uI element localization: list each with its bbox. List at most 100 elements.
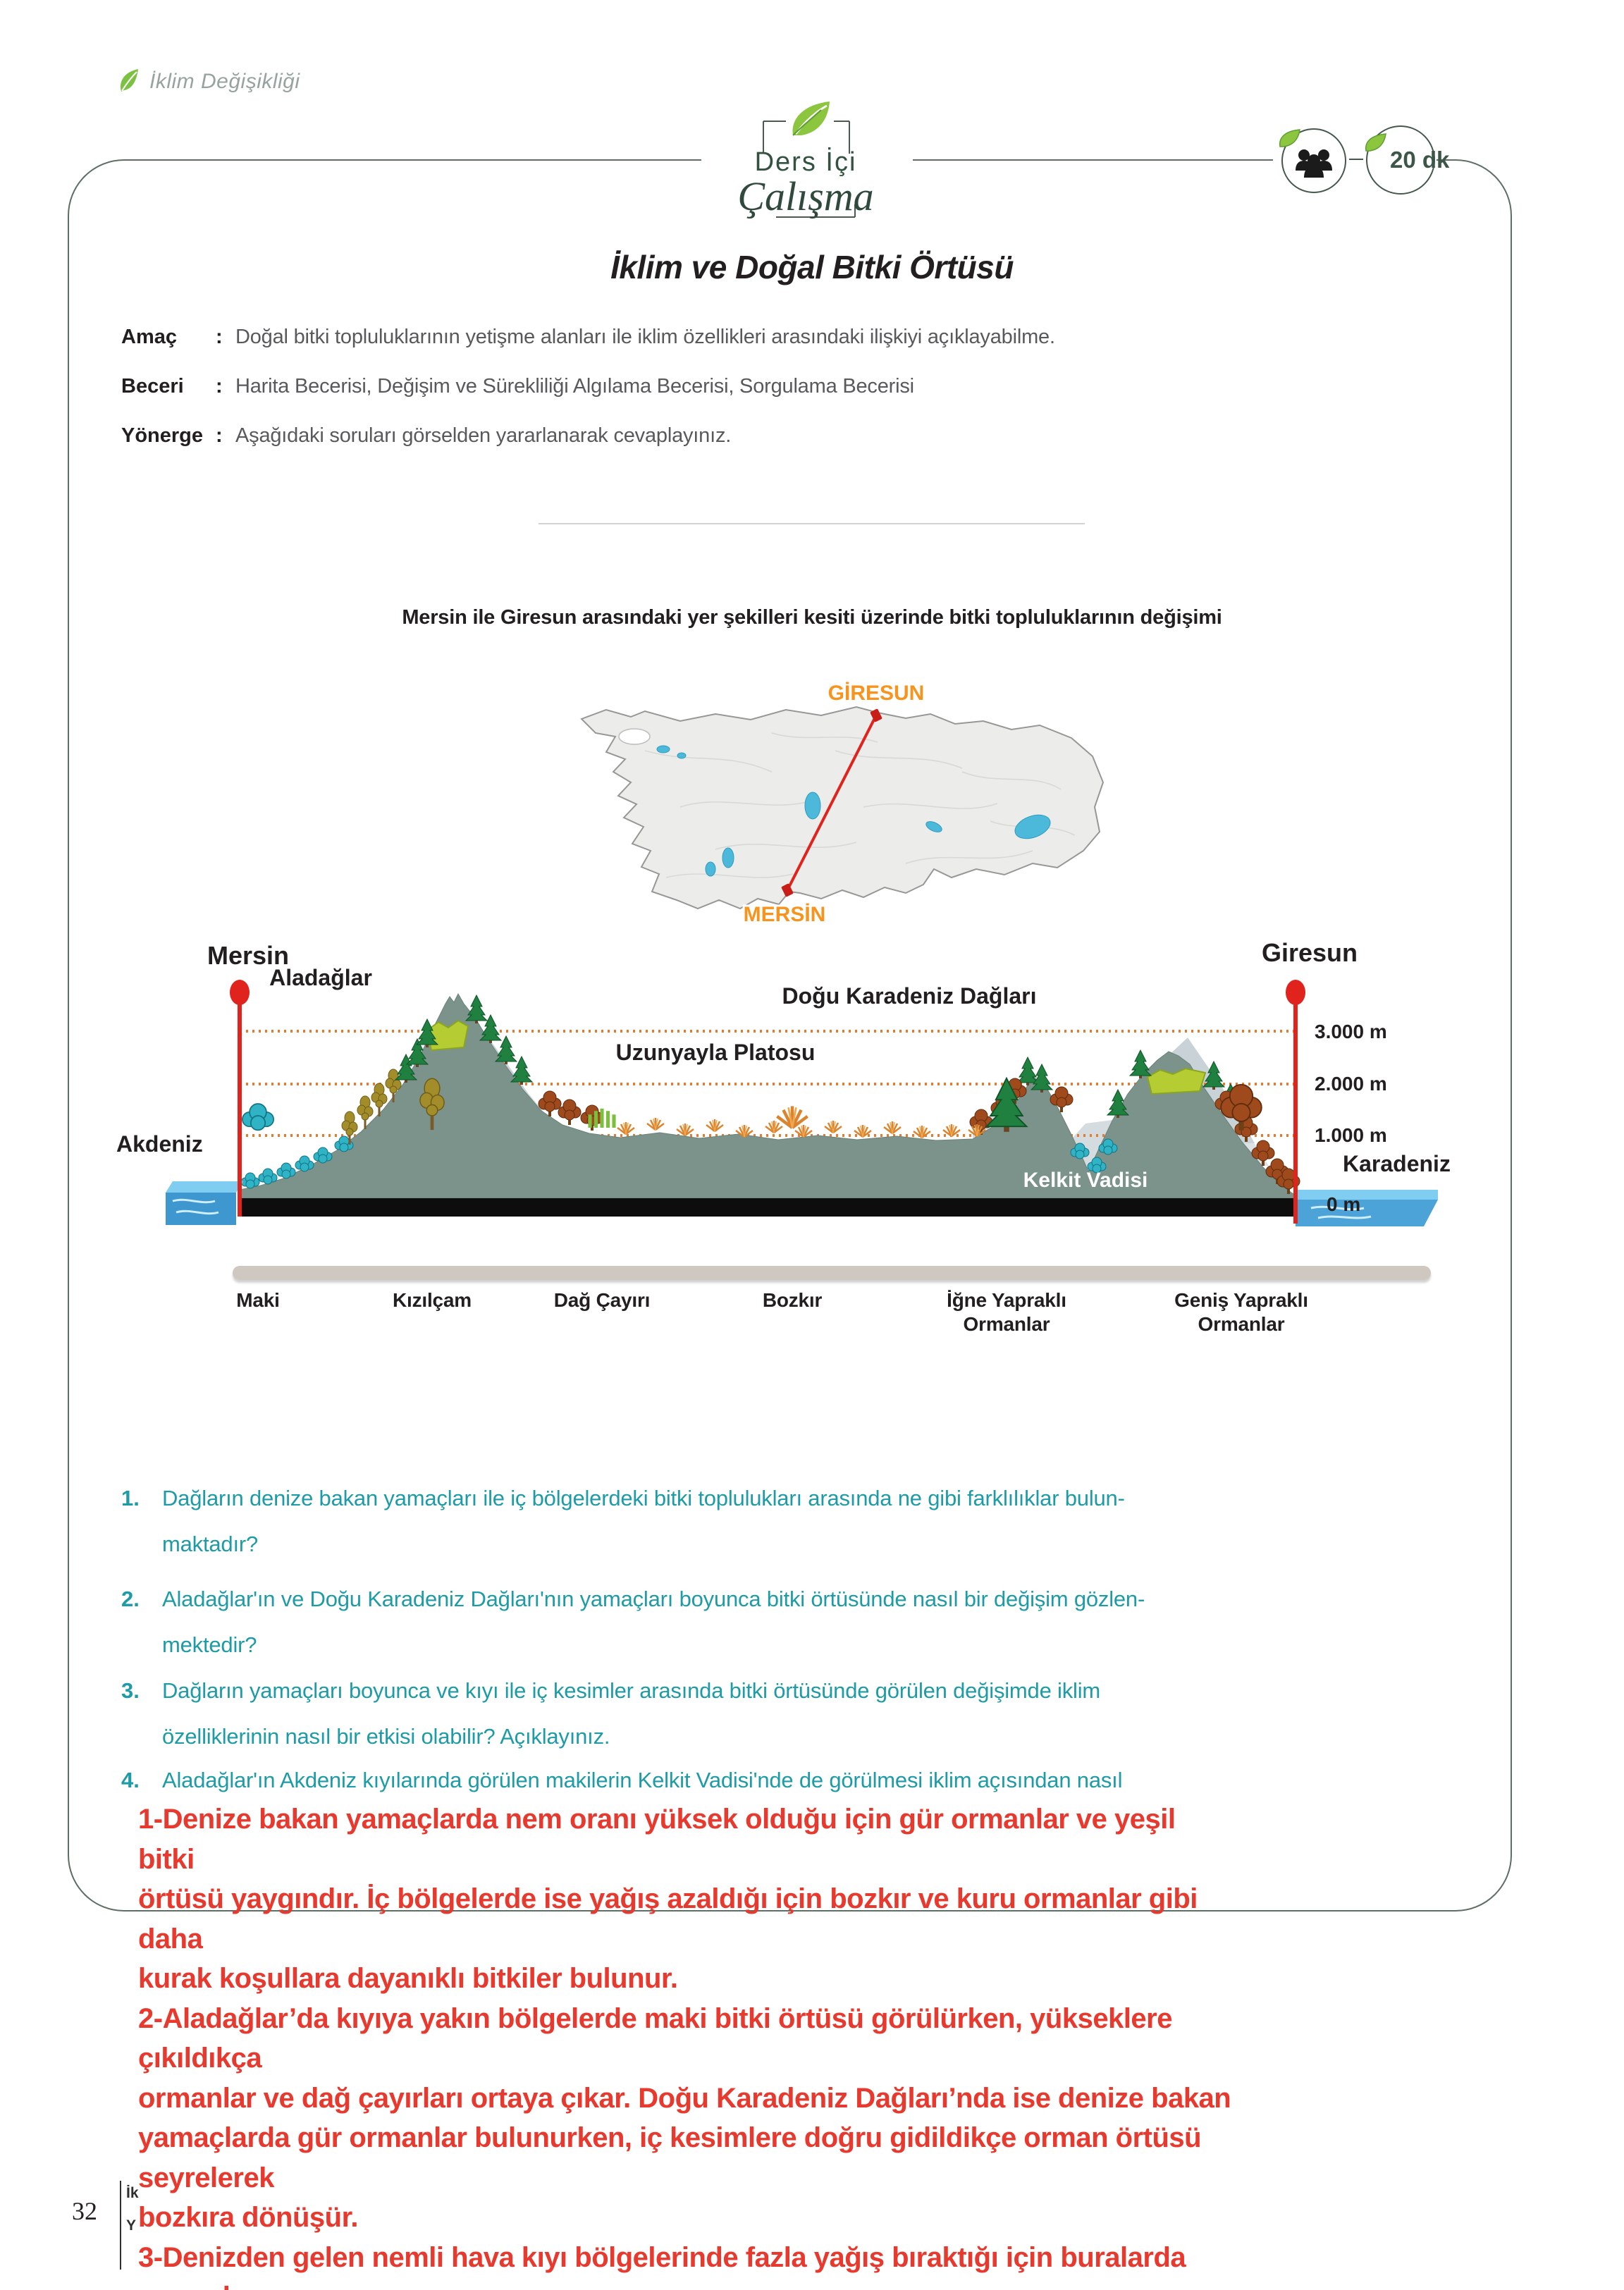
answer-line: bitki <box>138 1843 195 1875</box>
leaf-icon <box>1279 129 1300 147</box>
meta-label: Beceri <box>121 375 184 398</box>
meta-label: Yönerge <box>121 424 204 447</box>
border-patch-logo <box>701 149 913 172</box>
group-people-icon <box>1296 149 1332 178</box>
label-akdeniz: Akdeniz <box>116 1131 203 1157</box>
question-line: mektedir? <box>162 1632 257 1657</box>
leaf-icon <box>792 101 830 136</box>
legend-label: Maki <box>236 1289 280 1311</box>
legend-ground-bar <box>233 1266 1431 1280</box>
chapter-eyebrow: İklim Değişikliği <box>117 68 300 96</box>
steppe-icon <box>768 1097 817 1132</box>
student-answers: 1-Denize bakan yamaçlarda nem oranı yüks… <box>138 1799 1231 2290</box>
question-line: Dağların yamaçları boyunca ve kıyı ile i… <box>162 1678 1101 1703</box>
worksheet-title: İklim ve Doğal Bitki Örtüsü <box>610 249 1014 285</box>
cross-section-line <box>786 715 878 891</box>
meta-text: Aşağıdaki soruları görselden yararlanara… <box>235 424 732 447</box>
question-line: Dağların denize bakan yamaçları ile iç b… <box>162 1486 1125 1510</box>
question-2: 2. Aladağlar'ın ve Doğu Karadeniz Dağlar… <box>121 1576 1487 1668</box>
question-line: maktadır? <box>162 1532 259 1556</box>
figure-caption: Mersin ile Giresun arasındaki yer şekill… <box>402 606 1222 629</box>
label-uzunyayla: Uzunyayla Platosu <box>616 1040 816 1065</box>
alpine-meadow-patches <box>426 1019 1207 1095</box>
lakes <box>656 745 1051 877</box>
maki-icon <box>242 1103 274 1131</box>
giresun-marker-line <box>1286 980 1305 1224</box>
giresun-marker <box>870 708 882 722</box>
answer-line: seyrelerek <box>138 2162 274 2193</box>
section-city-mersin: Mersin <box>207 941 289 970</box>
legend-label: İğne Yapraklı Ormanlar <box>947 1289 1066 1335</box>
chapter-title: İklim Değişikliği <box>149 70 300 93</box>
kizilcam-icon <box>419 1078 445 1131</box>
answer-line: 3-Denizden gelen nemli hava kıyı bölgele… <box>138 2241 1186 2273</box>
meta-label: Amaç <box>121 326 177 348</box>
elev-2000: 2.000 m <box>1315 1073 1387 1095</box>
leaf-icon <box>1365 133 1386 152</box>
section-city-giresun: Giresun <box>1262 939 1358 967</box>
answer-line: örtüsü yaygındır. İç bölgelerde ise yağı… <box>138 1883 1198 1914</box>
answer-line: ormanlar <box>138 2277 1231 2290</box>
leaf-icon <box>121 69 138 92</box>
mountain-meadow-icon <box>577 1104 627 1132</box>
sea-level-bar <box>240 1198 1296 1217</box>
cross-section-diagram: Mersin Giresun Aladağlar Doğu Karadeniz … <box>99 938 1501 1242</box>
footer-divider <box>120 2181 121 2270</box>
meta-row-amac: Amaç : Doğal bitki topluluklarının yetiş… <box>121 326 1055 349</box>
footer-sidebar-fragment: Y <box>126 2217 137 2234</box>
question-4: 4. Aladağlar'ın Akdeniz kıyılarında görü… <box>121 1757 1487 1803</box>
meta-separator: : <box>216 375 223 398</box>
logo-line1: Ders İçi <box>755 147 857 177</box>
legend-label: Kızılçam <box>393 1289 472 1311</box>
elevation-dotted-lines <box>240 1030 1296 1137</box>
karadeniz-water <box>1296 1190 1438 1226</box>
dersici-calisma-logo: Ders İçi Çalışma <box>731 99 880 229</box>
elev-3000: 3.000 m <box>1315 1021 1387 1042</box>
label-dogu-karadeniz: Doğu Karadeniz Dağları <box>782 983 1037 1009</box>
answer-line: çıkıldıkça <box>138 2043 262 2074</box>
answer-line: ormanlar ve dağ çayırları ortaya çıkar. … <box>138 2082 1231 2114</box>
duration-badge: 20 dk <box>1390 147 1450 173</box>
question-line: Aladağlar'ın Akdeniz kıyılarında görülen… <box>162 1768 1123 1792</box>
marmara-sea <box>618 728 651 745</box>
elev-0: 0 m <box>1327 1193 1360 1215</box>
meta-text: Harita Becerisi, Değişim ve Sürekliliği … <box>235 375 914 398</box>
conifer-forest-icon <box>985 1077 1028 1132</box>
turkey-map: GİRESUN MERSİN <box>539 666 1110 944</box>
mersin-marker <box>781 883 794 897</box>
question-line: özelliklerinin nasıl bir etkisi olabilir… <box>162 1724 610 1749</box>
label-kelkit-vadisi: Kelkit Vadisi <box>1023 1169 1148 1192</box>
legend-label: Bozkır <box>762 1289 823 1311</box>
logo-brackets <box>763 121 856 218</box>
legend-label: Geniş Yapraklı Ormanlar <box>1174 1289 1308 1335</box>
page-number: 32 <box>72 2197 97 2225</box>
question-1: 1. Dağların denize bakan yamaçları ile i… <box>121 1475 1487 1567</box>
answer-line: bozkıra dönüşür. <box>138 2202 359 2233</box>
meta-row-beceri: Beceri : Harita Becerisi, Değişim ve Sür… <box>121 375 914 398</box>
map-label-mersin: MERSİN <box>744 903 826 926</box>
meta-separator: : <box>216 424 223 447</box>
answer-line: yamaçlarda gür ormanlar bulunurken, iç k… <box>138 2122 1202 2153</box>
akdeniz-water <box>166 1181 243 1225</box>
meta-text: Doğal bitki topluluklarının yetişme alan… <box>235 326 1055 348</box>
question-3: 3. Dağların yamaçları boyunca ve kıyı il… <box>121 1668 1487 1759</box>
meta-row-yonerge: Yönerge : Aşağıdaki soruları görselden y… <box>121 424 731 448</box>
duration-badge-circle <box>1365 125 1435 195</box>
elev-1000: 1.000 m <box>1315 1124 1387 1146</box>
question-number: 1. <box>121 1486 140 1510</box>
meta-separator: : <box>216 326 223 348</box>
terrain-profile <box>239 992 1296 1199</box>
footer-sidebar-fragment: İk <box>126 2185 139 2201</box>
badge-connector <box>1349 159 1363 160</box>
answer-line: daha <box>138 1923 203 1954</box>
legend-label: Dağ Çayırı <box>553 1289 651 1311</box>
mersin-marker-line <box>230 980 250 1217</box>
answer-line: 2-Aladağlar’da kıyıya yakın bölgelerde m… <box>138 2002 1172 2034</box>
label-aladaglar: Aladağlar <box>269 965 372 990</box>
label-karadeniz: Karadeniz <box>1343 1151 1451 1176</box>
map-label-giresun: GİRESUN <box>828 682 925 705</box>
group-work-badge <box>1279 128 1346 193</box>
answer-line: 1-Denize bakan yamaçlarda nem oranı yüks… <box>138 1804 1176 1835</box>
question-number: 4. <box>121 1768 140 1792</box>
